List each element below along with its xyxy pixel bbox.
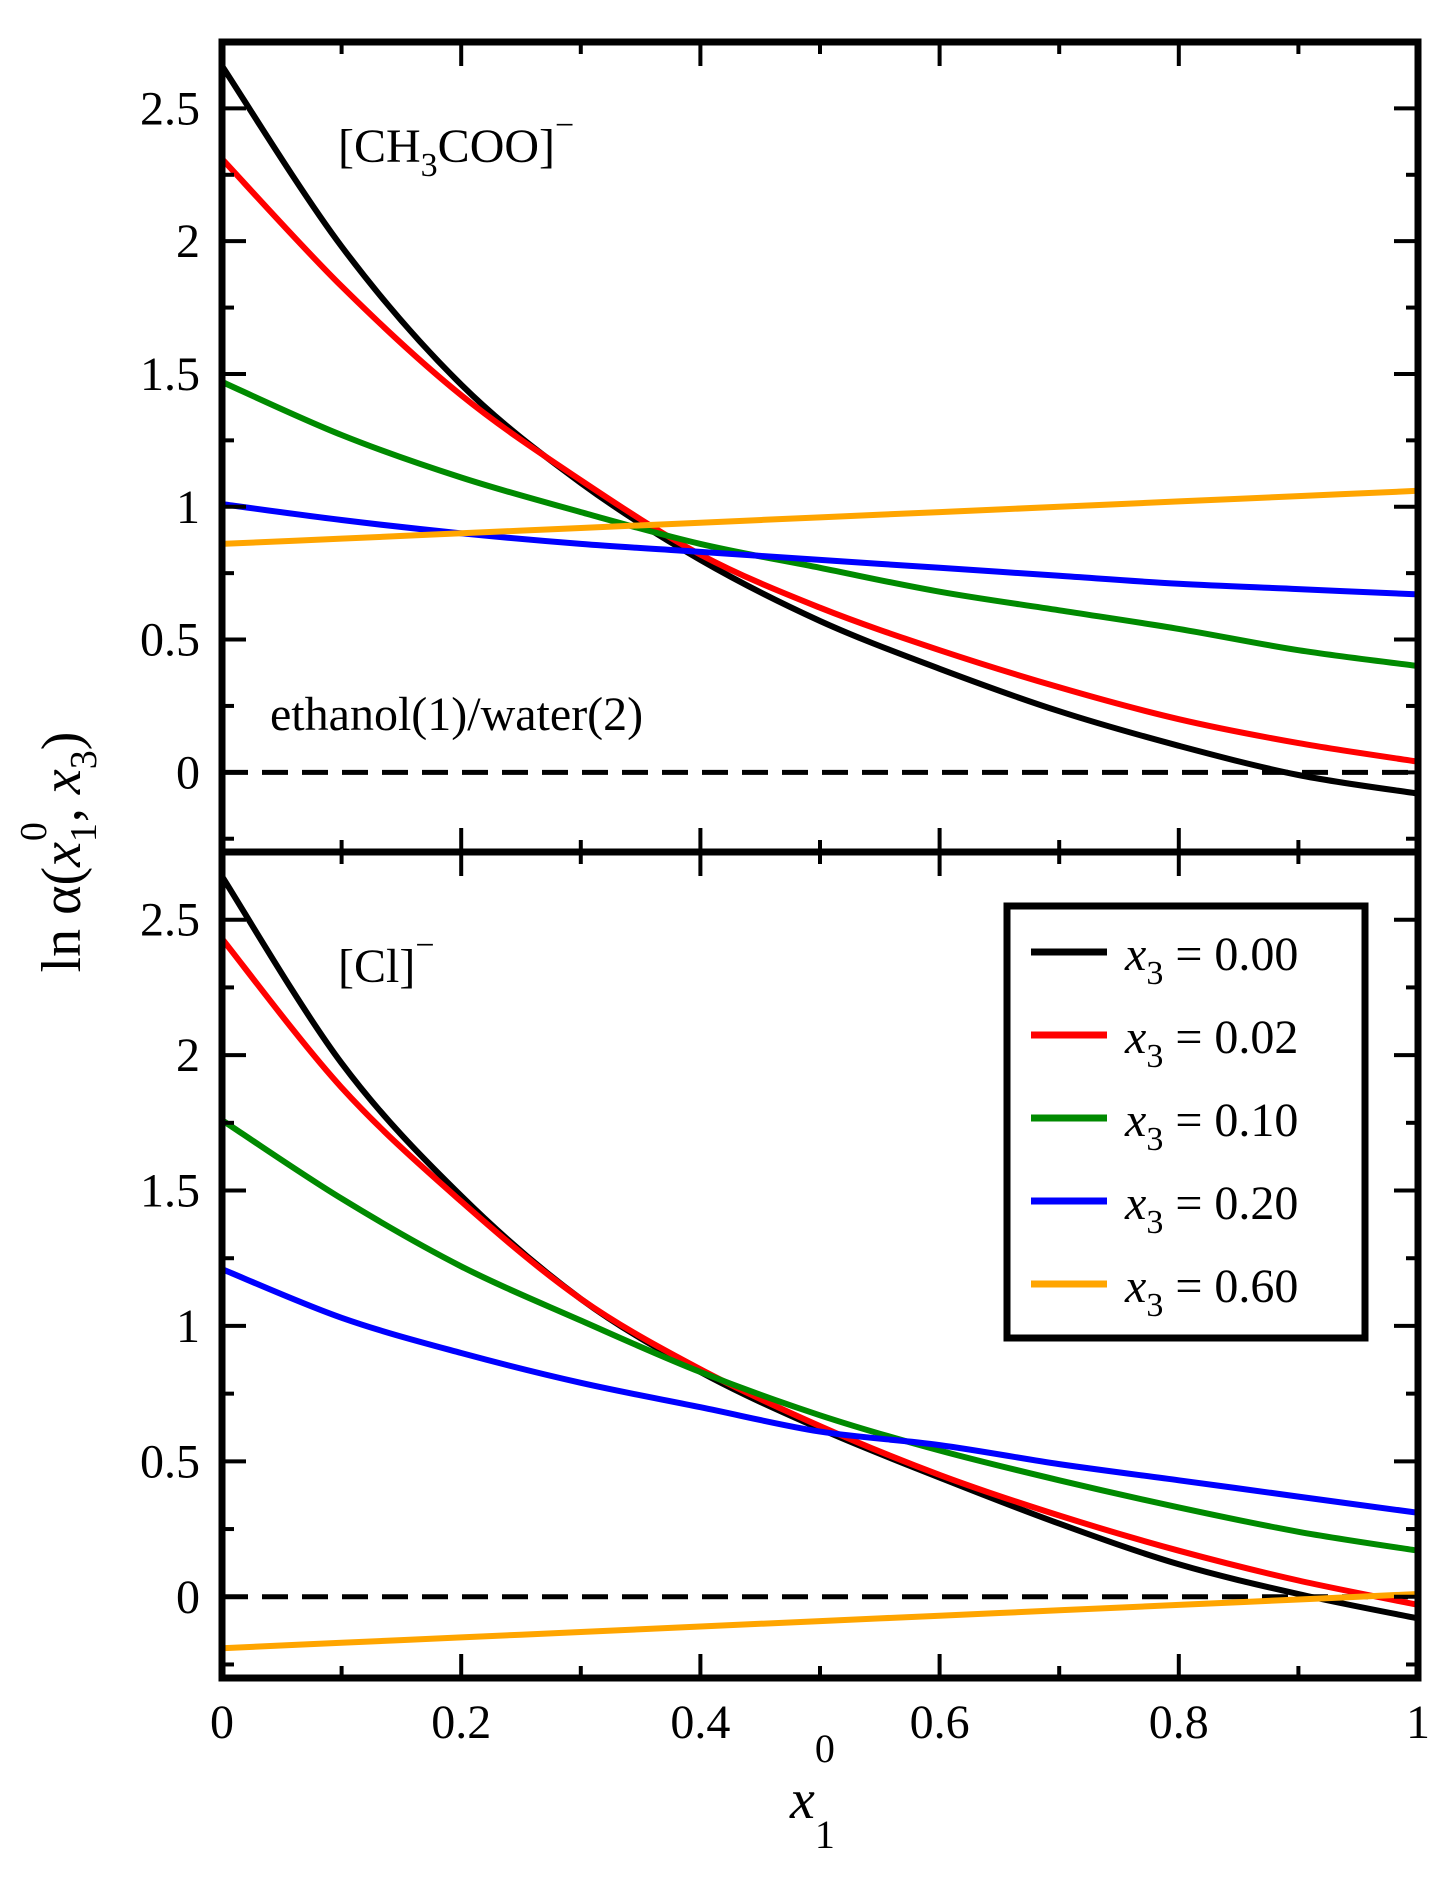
- y-axis-title: ln α(x10, x3): [13, 732, 105, 973]
- series-line-x3-0-02: [222, 936, 1418, 1608]
- y-tick-label: 0: [176, 1571, 200, 1624]
- x-tick-label: 0.2: [431, 1696, 491, 1749]
- series-group: [222, 874, 1418, 1652]
- series-group: [222, 64, 1418, 797]
- legend-entry-label: x3 = 0.20: [1124, 1177, 1298, 1241]
- series-line-x3-0-10: [222, 379, 1418, 670]
- legend-entry-label: x3 = 0.10: [1124, 1094, 1298, 1158]
- x-tick-label: 1: [1406, 1696, 1430, 1749]
- series-line-x3-0-10: [222, 1117, 1418, 1554]
- series-line-x3-0-00: [222, 64, 1418, 797]
- panel-label: [Cl]−: [338, 927, 435, 993]
- svg-text:ln α(x10, x3): ln α(x10, x3): [13, 732, 105, 973]
- panel-1: 0 0.5 1 1.5 2 2.5 [CH3COO]− ethanol(1)/water(2): [140, 38, 1422, 856]
- x-tick-label: 0.4: [670, 1696, 730, 1749]
- y-tick-label: 2.5: [140, 894, 200, 947]
- panel-2: 0 0.5 1 1.5 2 2.5 [Cl]−: [140, 848, 1422, 1682]
- legend: x3 = 0.00 x3 = 0.02 x3 = 0.10 x3 = 0.20 x3 =…: [1003, 902, 1369, 1342]
- series-line-x3-0-02: [222, 156, 1418, 765]
- series-line-x3-0-60: [222, 487, 1418, 547]
- axes-layer: 0 0.5 1 1.5 2 2.5 [CH3COO]− ethanol(1)/water(2)…: [13, 38, 1430, 1857]
- legend-entry-label: x3 = 0.02: [1124, 1011, 1298, 1075]
- y-tick-label: 0: [176, 746, 200, 799]
- y-tick-label: 0.5: [140, 1435, 200, 1488]
- x-tick-label: 0: [210, 1696, 234, 1749]
- y-tick-label: 1.5: [140, 348, 200, 401]
- x-tick-label: 0.8: [1149, 1696, 1209, 1749]
- series-line-x3-0-20: [222, 501, 1418, 598]
- legend-entry-label: x3 = 0.00: [1124, 928, 1298, 992]
- y-tick-label: 1: [176, 1300, 200, 1353]
- series-line-x3-0-20: [222, 1266, 1418, 1516]
- legend-box: [1003, 902, 1369, 1342]
- series-line-x3-0-60: [222, 1591, 1418, 1652]
- y-tick-label: 2: [176, 1029, 200, 1082]
- x-tick-label: 0.6: [910, 1696, 970, 1749]
- x-axis-title: x10: [789, 1726, 835, 1857]
- panel-label: [CH3COO]−: [338, 107, 574, 184]
- system-annotation: ethanol(1)/water(2): [270, 688, 643, 741]
- y-tick-label: 1: [176, 481, 200, 534]
- y-tick-label: 1.5: [140, 1165, 200, 1218]
- y-tick-label: 0.5: [140, 614, 200, 667]
- plot-frame: [218, 848, 1422, 1682]
- y-tick-label: 2: [176, 215, 200, 268]
- y-tick-label: 2.5: [140, 82, 200, 135]
- legend-entry-label: x3 = 0.60: [1124, 1260, 1298, 1324]
